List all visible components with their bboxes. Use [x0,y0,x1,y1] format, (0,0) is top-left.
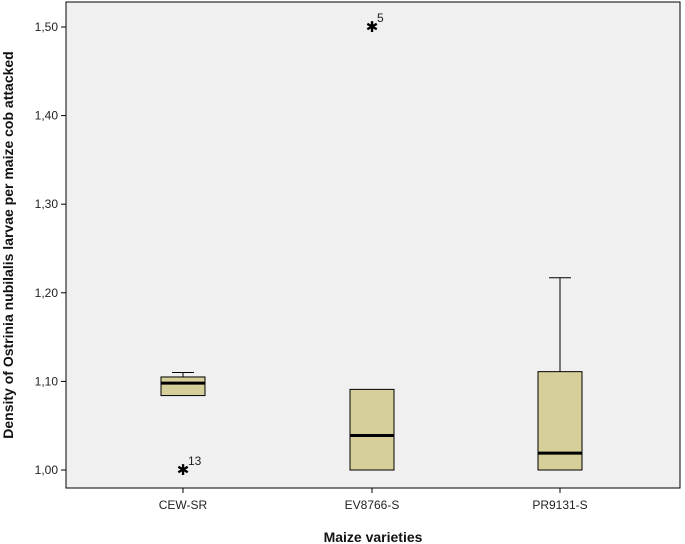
outlier-label: 5 [377,11,384,25]
x-tick-label: EV8766-S [345,498,400,512]
iqr-box [349,388,395,471]
y-tick-label: 1,10 [35,374,59,388]
y-tick-label: 1,30 [35,197,59,211]
y-tick-label: 1,00 [35,463,59,477]
outlier-marker: ✱ [177,461,190,479]
box-cew-sr: ✱13 [160,372,206,479]
box-ev8766-s: ✱5 [349,11,395,471]
outlier-marker: ✱ [366,18,379,36]
iqr-box [160,376,206,397]
outlier-label: 13 [188,454,202,468]
boxes: ✱13✱5 [160,11,583,479]
box-pr9131-s [537,277,583,471]
x-tick-label: PR9131-S [532,498,587,512]
y-axis: 1,00 1,10 1,20 1,30 1,40 1,50 [35,20,66,477]
x-axis: CEW-SR EV8766-S PR9131-S [159,488,588,512]
y-tick-label: 1,50 [35,20,59,34]
x-axis-title: Maize varieties [324,529,423,544]
y-tick-label: 1,40 [35,109,59,123]
x-tick-label: CEW-SR [159,498,208,512]
iqr-box [537,371,583,471]
y-axis-title: Density of Ostrinia nubilalis larvae per… [0,51,16,438]
y-tick-label: 1,20 [35,286,59,300]
